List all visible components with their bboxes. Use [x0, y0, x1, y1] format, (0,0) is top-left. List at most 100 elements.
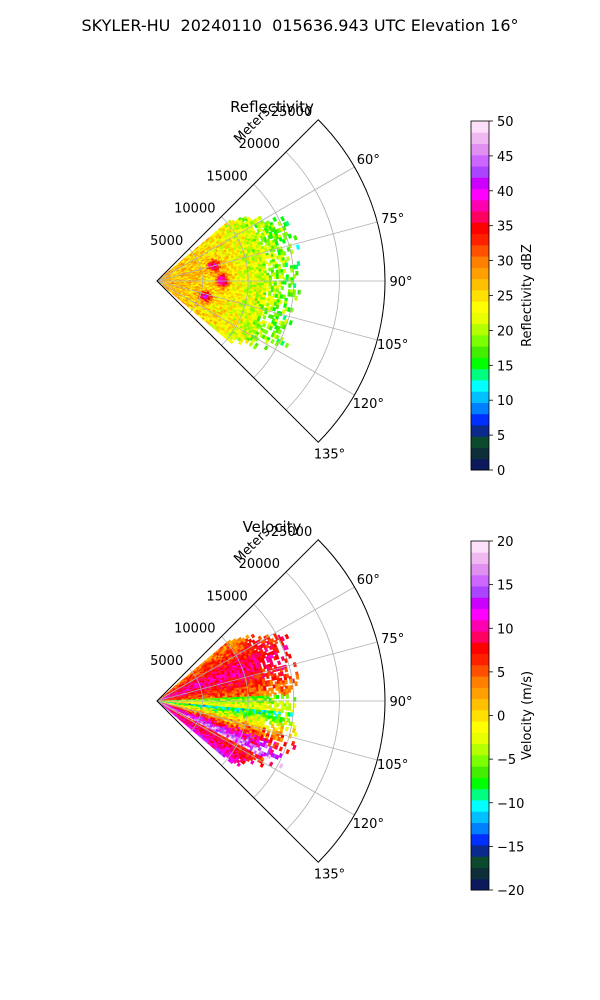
data-cell [179, 271, 184, 274]
colorbar-tick-label: 10 [497, 394, 514, 409]
data-cell [163, 276, 167, 279]
data-cell [169, 287, 173, 290]
data-cell [169, 287, 173, 290]
data-cell [170, 273, 174, 276]
data-cell [161, 277, 165, 280]
data-cell [284, 262, 289, 268]
data-cell [166, 276, 169, 278]
data-cell [177, 271, 181, 273]
data-cell [174, 270, 178, 273]
data-cell [175, 272, 179, 275]
colorbar-swatch [471, 233, 489, 246]
colorbar-tick-label: 25 [497, 290, 514, 305]
colorbar-swatch [471, 188, 489, 201]
data-cell [163, 277, 167, 279]
data-cell [164, 280, 168, 281]
data-cell [169, 272, 173, 275]
colorbar-swatch [471, 177, 489, 190]
data-cell [170, 274, 174, 276]
data-cell [166, 276, 170, 279]
data-cell [164, 272, 168, 276]
colorbar-swatch [471, 402, 489, 415]
data-cell [166, 287, 170, 290]
data-cell [167, 273, 171, 276]
data-cell [170, 286, 174, 289]
reflectivity-data [157, 215, 301, 351]
data-cell [175, 272, 179, 275]
data-cell [164, 286, 168, 289]
azimuth-tick-label: 90° [389, 275, 412, 290]
colorbar-swatch [471, 379, 489, 392]
data-cell [161, 277, 165, 280]
data-cell [161, 278, 165, 280]
data-cell [161, 279, 165, 281]
reflectivity-panel: Reflectivity500010000150002000025000Mete… [150, 98, 535, 479]
colorbar-tick-label: 15 [497, 359, 514, 374]
data-cell [223, 222, 229, 227]
data-cell [163, 276, 167, 279]
data-cell [168, 276, 172, 278]
data-cell [280, 216, 285, 222]
data-cell [160, 283, 164, 286]
colorbar-swatch [471, 323, 489, 336]
colorbar-swatch [471, 132, 489, 145]
data-cell [165, 275, 169, 278]
data-cell [272, 216, 278, 222]
data-cell [166, 288, 170, 291]
data-cell [177, 271, 181, 274]
data-cell [172, 273, 176, 276]
data-cell [167, 274, 171, 277]
colorbar-swatch [471, 447, 489, 460]
data-cell [164, 273, 168, 276]
data-cell [164, 286, 168, 289]
azimuth-tick-label: 75° [381, 212, 404, 227]
data-cell [174, 288, 178, 291]
data-cell [166, 271, 169, 274]
data-cell [172, 272, 176, 275]
colorbar-tick-label: 50 [497, 115, 514, 130]
data-cell [163, 276, 167, 278]
data-cell [167, 274, 171, 276]
data-cell [168, 289, 172, 292]
data-cell [175, 273, 179, 276]
data-cell [160, 284, 164, 287]
data-cell [168, 289, 172, 292]
data-cell [166, 272, 170, 275]
data-cell [161, 277, 165, 280]
data-cell [296, 260, 301, 266]
data-cell [170, 274, 174, 277]
data-cell [170, 273, 174, 276]
data-cell [168, 270, 172, 273]
data-cell [165, 275, 169, 278]
data-cell [165, 285, 169, 288]
colorbar-tick-label: 30 [497, 255, 514, 270]
data-cell [168, 269, 171, 272]
data-cell [170, 273, 174, 276]
data-cell [172, 271, 176, 274]
colorbar-swatch [471, 256, 489, 268]
colorbar-tick-label: 20 [497, 324, 514, 339]
data-cell [287, 233, 292, 239]
colorbar-swatch [471, 357, 489, 370]
colorbar-tick-label: 0 [497, 464, 505, 479]
data-cell [173, 274, 177, 277]
colorbar-swatch [471, 267, 489, 280]
range-tick-label: 25000 [271, 105, 312, 120]
data-cell [174, 271, 178, 274]
azimuth-tick-label: 60° [357, 153, 380, 168]
data-cell [166, 271, 170, 274]
data-cell [280, 285, 284, 291]
data-cell [168, 274, 172, 277]
data-cell [160, 283, 164, 286]
data-cell [169, 272, 173, 275]
data-cell [162, 274, 166, 277]
data-cell [165, 274, 169, 277]
data-cell [174, 289, 178, 292]
data-cell [165, 285, 169, 287]
data-cell [172, 273, 176, 275]
colorbar-swatch [471, 166, 489, 178]
data-cell [168, 269, 172, 273]
data-cell [166, 272, 170, 275]
data-cell [166, 288, 169, 291]
